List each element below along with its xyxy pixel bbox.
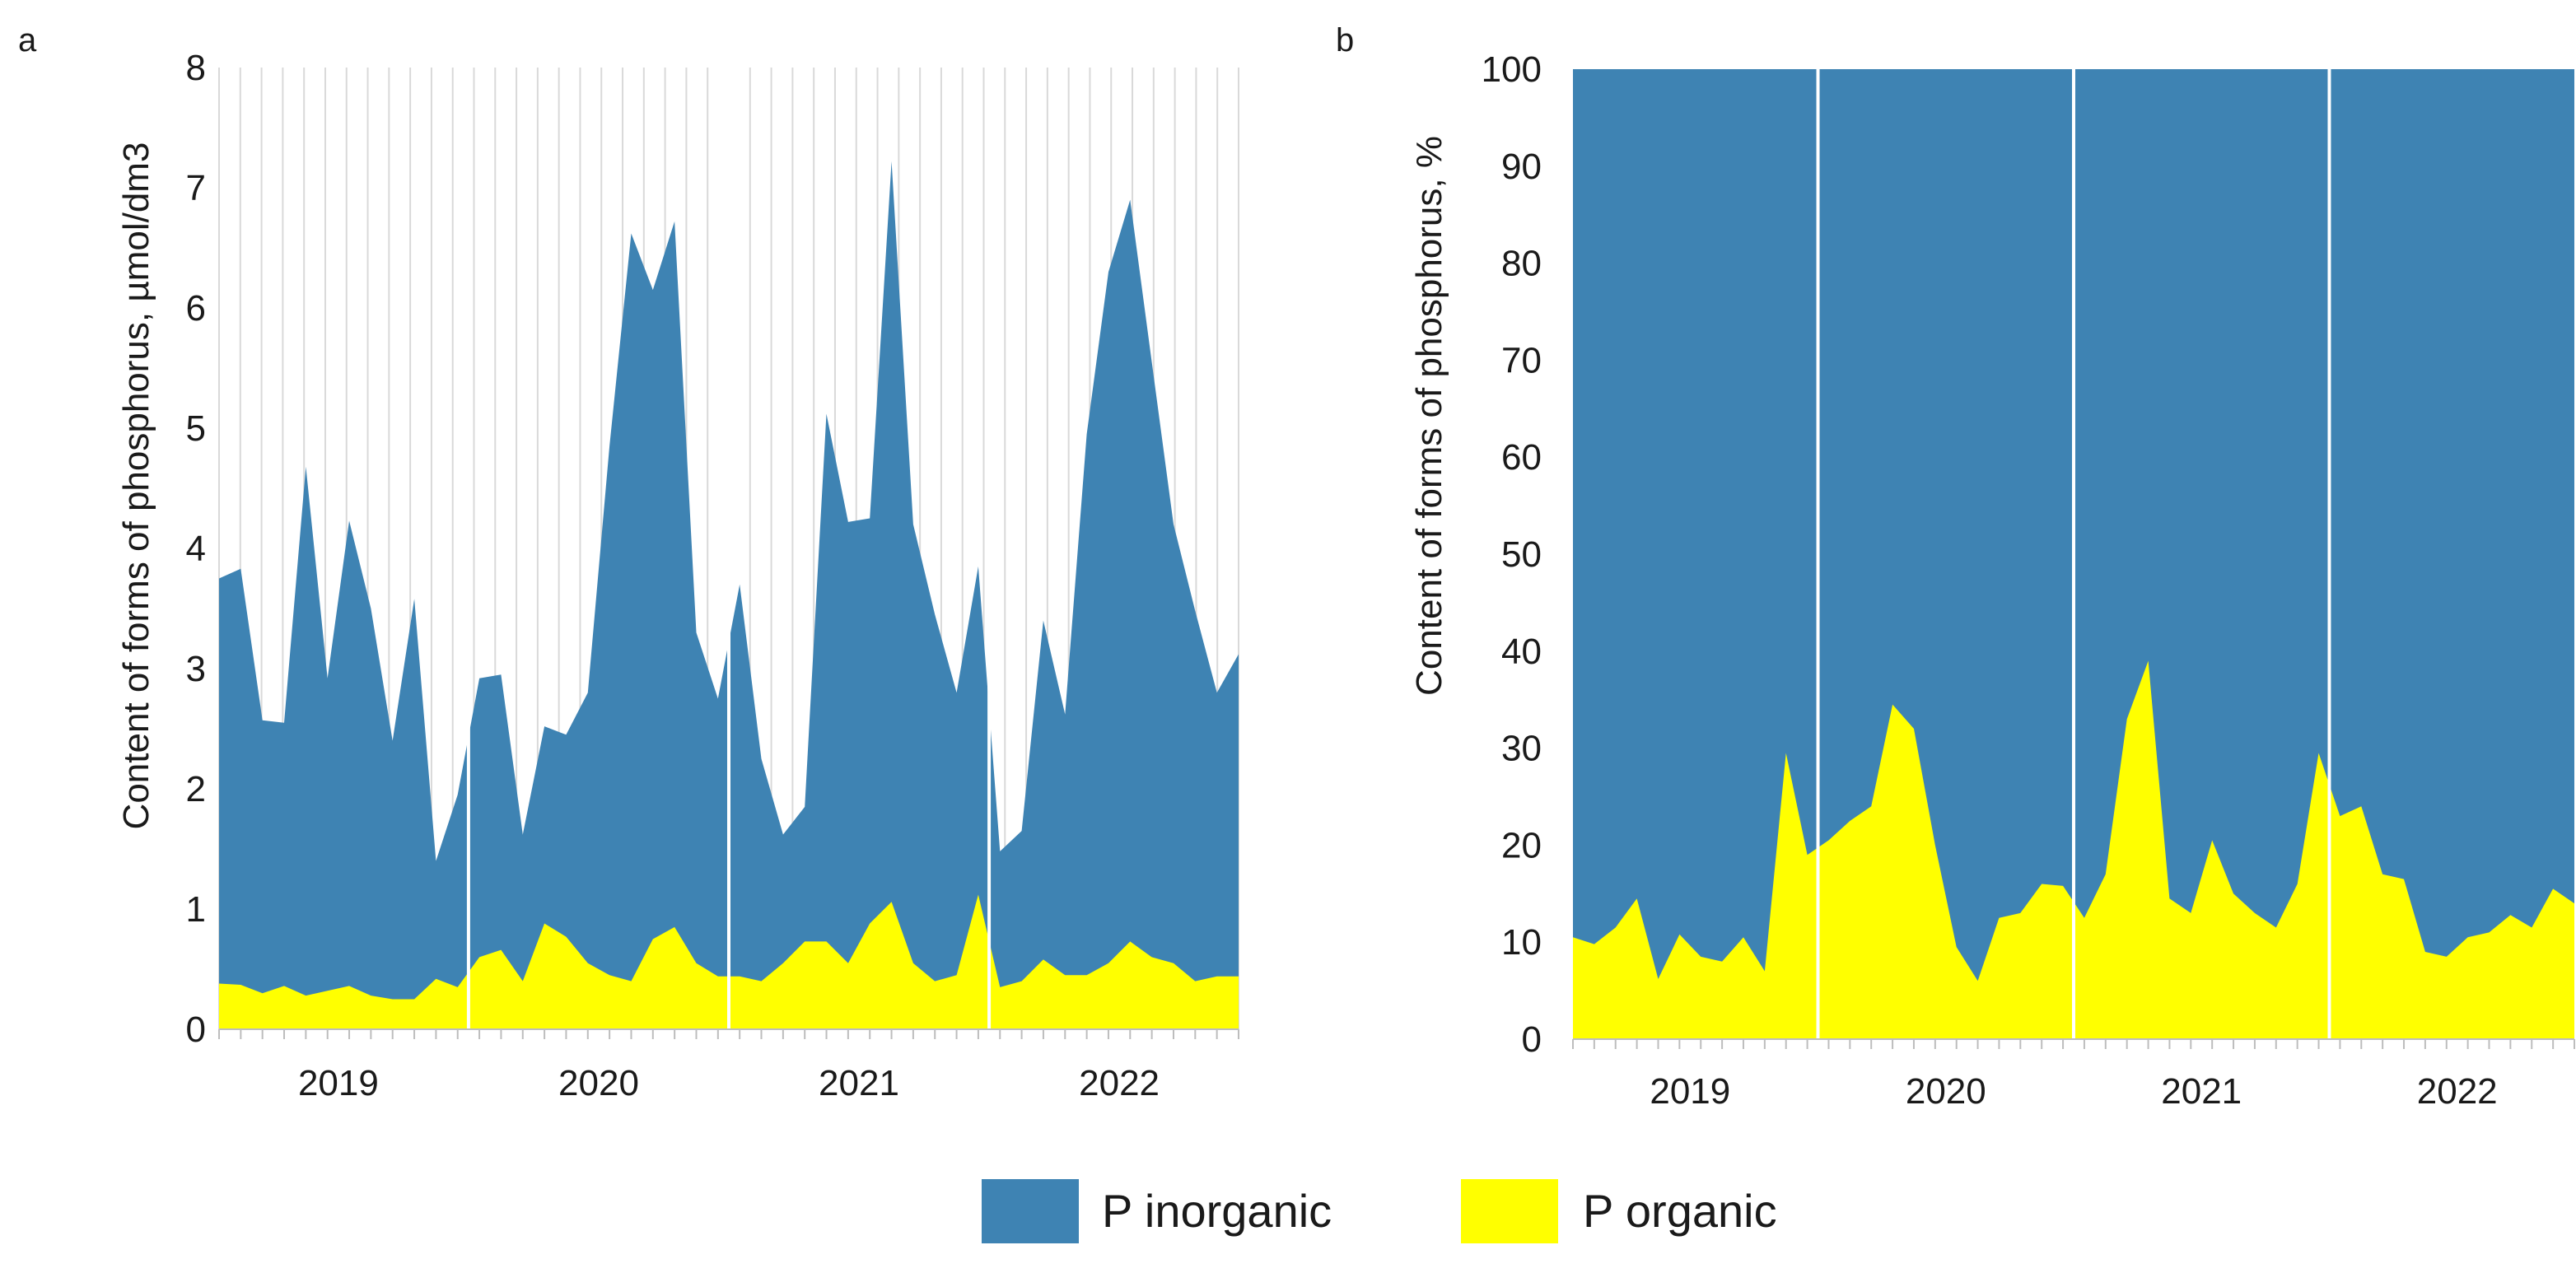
y-tick-label: 70 <box>1501 340 1542 380</box>
y-tick-label: 3 <box>186 649 206 689</box>
y-tick-label: 10 <box>1501 922 1542 963</box>
y-tick-label: 8 <box>186 48 206 88</box>
y-tick-label: 2 <box>186 769 206 809</box>
y-tick-label: 6 <box>186 288 206 329</box>
x-year-label: 2019 <box>298 1063 379 1103</box>
x-year-label: 2021 <box>2161 1071 2242 1112</box>
area-p-organic <box>219 894 1239 1029</box>
x-year-label: 2019 <box>1650 1071 1730 1112</box>
y-axis-label-a: Content of forms of phosphorus, µmol/dm3 <box>116 142 156 830</box>
y-tick-label: 4 <box>186 529 206 569</box>
y-tick-label: 90 <box>1501 147 1542 187</box>
area-p-organic <box>1573 660 2574 1039</box>
panel-label-a: a <box>18 22 37 58</box>
y-tick-label: 7 <box>186 168 206 208</box>
y-tick-label: 40 <box>1501 632 1542 672</box>
chart-panel-b: 0 10 20 30 40 50 60 70 80 90 100 2019 2020 2021 2022 <box>1482 49 2575 1112</box>
y-tick-label: 30 <box>1501 729 1542 769</box>
y-tick-label: 0 <box>1522 1019 1542 1060</box>
y-tick-label: 80 <box>1501 244 1542 284</box>
x-year-label: 2022 <box>1079 1063 1160 1103</box>
y-tick-label: 20 <box>1501 825 1542 865</box>
legend-swatch-organic <box>1461 1179 1558 1243</box>
y-axis-label-b: Content of forms of phosphorus, % <box>1409 136 1449 696</box>
y-tick-label: 50 <box>1501 534 1542 575</box>
y-tick-label: 100 <box>1482 49 1542 90</box>
legend-label-inorganic: P inorganic <box>1102 1185 1332 1237</box>
y-tick-label: 5 <box>186 408 206 449</box>
y-tick-label: 60 <box>1501 437 1542 478</box>
x-year-label: 2020 <box>558 1063 639 1103</box>
y-tick-label: 0 <box>186 1010 206 1050</box>
x-year-label: 2021 <box>819 1063 899 1103</box>
x-year-label: 2022 <box>2417 1071 2498 1112</box>
y-tick-label: 1 <box>186 889 206 930</box>
x-year-label: 2020 <box>1906 1071 1986 1112</box>
panel-label-b: b <box>1336 22 1354 58</box>
chart-panel-a: 0 1 2 3 4 5 6 7 8 2019 2020 2021 2022 <box>186 48 1239 1103</box>
legend: P inorganic P organic <box>982 1179 1777 1243</box>
legend-label-organic: P organic <box>1583 1185 1777 1237</box>
legend-swatch-inorganic <box>982 1179 1079 1243</box>
area-p-inorganic <box>219 161 1239 1029</box>
